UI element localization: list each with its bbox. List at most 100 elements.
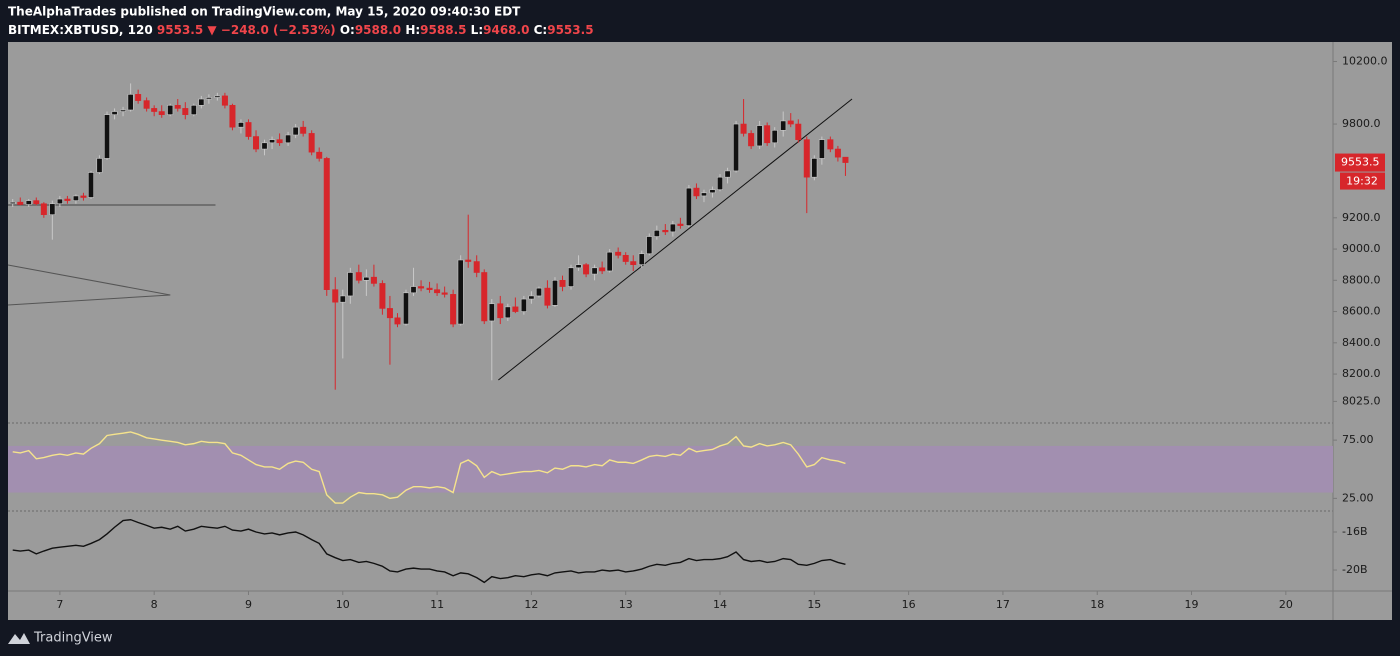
candle-body	[394, 317, 401, 325]
candle-body	[355, 272, 362, 281]
logo: TradingView	[8, 631, 113, 646]
x-tick-label: 12	[524, 598, 538, 611]
candle-body	[457, 259, 464, 325]
candle-body	[818, 139, 825, 159]
candle-body	[386, 308, 393, 319]
ohlc-value: 9468.0	[483, 23, 529, 37]
candle-body	[339, 295, 346, 303]
ohlc-key: L:	[471, 23, 483, 37]
candle-body	[370, 276, 377, 284]
candle-body	[316, 151, 323, 159]
candle-body	[25, 200, 32, 205]
x-tick-label: 13	[619, 598, 633, 611]
y-tick-label: 9000.0	[1342, 242, 1381, 255]
candle-body	[780, 120, 787, 131]
candle-body	[740, 123, 747, 134]
candle-body	[638, 253, 645, 265]
y-tick-label: 8025.0	[1342, 394, 1381, 407]
candle-body	[292, 126, 299, 136]
candle-body	[300, 126, 307, 134]
x-tick-label: 14	[713, 598, 727, 611]
candle-body	[504, 306, 511, 319]
candle-body	[520, 298, 527, 312]
candle-body	[473, 261, 480, 273]
candle-body	[434, 289, 441, 294]
candle-body	[40, 203, 47, 215]
x-tick-label: 16	[902, 598, 916, 611]
countdown-label: 19:32	[1346, 175, 1378, 188]
candle-body	[190, 104, 197, 115]
x-tick-label: 18	[1090, 598, 1104, 611]
last-price-tag	[1335, 153, 1385, 172]
change: ▼ −248.0 (−2.53%)	[207, 23, 335, 37]
candle-body	[615, 251, 622, 256]
y-tick-label: -16B	[1342, 525, 1368, 538]
candle-body	[49, 203, 56, 215]
ohlc-value: 9588.5	[420, 23, 466, 37]
candle-body	[535, 287, 542, 297]
x-tick-label: 10	[336, 598, 350, 611]
candle-body	[127, 94, 134, 111]
y-tick-label: 9200.0	[1342, 211, 1381, 224]
candle-body	[174, 104, 181, 109]
candle-body	[834, 148, 841, 158]
candle-body	[214, 95, 221, 98]
candle-body	[167, 104, 174, 115]
candle-body	[402, 292, 409, 325]
x-tick-label: 11	[430, 598, 444, 611]
candle-body	[709, 189, 716, 194]
candle-body	[379, 283, 386, 309]
ohlc-value: 9588.0	[355, 23, 401, 37]
candle-body	[677, 223, 684, 226]
candle-body	[17, 201, 24, 205]
candle-body	[662, 229, 669, 233]
candle-body	[261, 142, 268, 150]
candle-body	[803, 139, 810, 178]
candle-body	[120, 109, 127, 112]
candle-body	[591, 267, 598, 275]
candle-body	[363, 276, 370, 281]
candle-body	[787, 120, 794, 125]
candle-body	[465, 259, 472, 262]
candle-body	[72, 195, 79, 201]
ohlc-key: O:	[340, 23, 355, 37]
x-tick-label: 17	[996, 598, 1010, 611]
x-tick-label: 19	[1185, 598, 1199, 611]
y-tick-label: 8600.0	[1342, 305, 1381, 318]
candle-body	[229, 104, 236, 128]
candle-body	[568, 267, 575, 287]
candle-body	[599, 267, 606, 272]
y-tick-label: -20B	[1342, 563, 1368, 576]
candle-body	[724, 170, 731, 178]
rsi-band	[8, 445, 1333, 493]
candle-body	[245, 122, 252, 137]
candle-body	[151, 108, 158, 112]
candle-body	[64, 198, 71, 201]
footer-brand: TradingView	[33, 631, 113, 646]
candle-body	[33, 200, 40, 205]
candle-body	[87, 172, 94, 198]
candle-body	[135, 94, 142, 101]
candle-body	[700, 192, 707, 197]
candle-body	[205, 97, 212, 100]
ohlc-value: 9553.5	[547, 23, 593, 37]
candle-body	[253, 136, 260, 150]
ohlc-key: H:	[405, 23, 420, 37]
candle-body	[221, 95, 228, 106]
y-tick-label: 75.00	[1342, 433, 1374, 446]
x-tick-label: 15	[807, 598, 821, 611]
candle-body	[827, 139, 834, 150]
y-tick-label: 25.00	[1342, 491, 1374, 504]
candle-body	[528, 295, 535, 300]
candle-body	[622, 254, 629, 262]
candle-body	[347, 272, 354, 297]
candle-body	[733, 123, 740, 172]
rsi-line	[12, 431, 846, 504]
candle-body	[182, 108, 189, 115]
chart-background	[8, 42, 1392, 620]
trend-line	[498, 98, 853, 381]
candle-body	[441, 292, 448, 295]
candle-body	[80, 195, 87, 198]
candle-body	[143, 100, 150, 109]
x-tick-label: 7	[56, 598, 63, 611]
